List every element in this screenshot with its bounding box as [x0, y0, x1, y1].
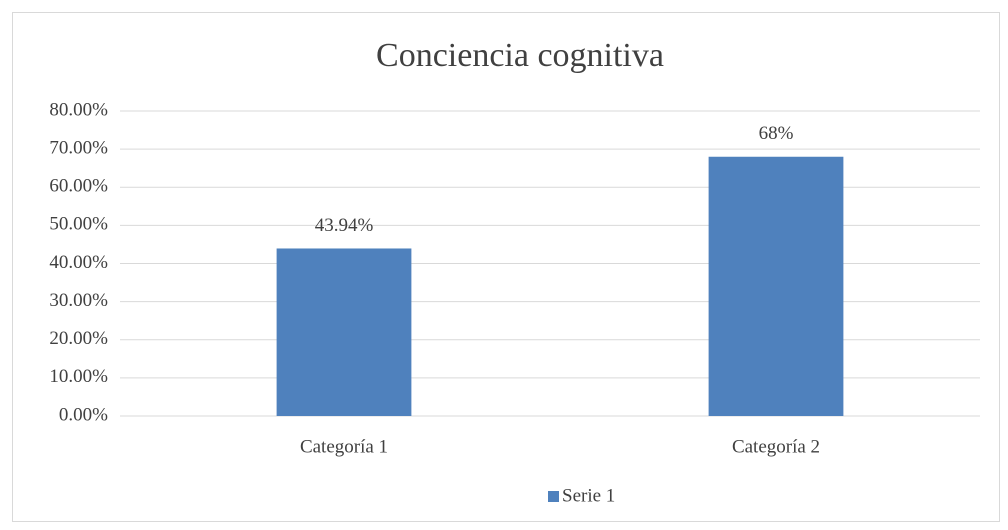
- y-tick-label: 40.00%: [49, 252, 108, 273]
- y-tick-label: 30.00%: [49, 290, 108, 311]
- y-tick-label: 80.00%: [49, 99, 108, 120]
- y-tick-label: 20.00%: [49, 328, 108, 349]
- y-tick-label: 70.00%: [49, 137, 108, 158]
- data-label: 43.94%: [315, 215, 374, 236]
- legend-label: Serie 1: [562, 485, 615, 506]
- legend-swatch: [548, 491, 559, 502]
- x-tick-label: Categoría 1: [300, 436, 388, 457]
- bar: [276, 248, 412, 416]
- chart-border: [12, 12, 1000, 522]
- y-tick-label: 60.00%: [49, 176, 108, 197]
- y-tick-label: 10.00%: [49, 366, 108, 387]
- y-tick-label: 50.00%: [49, 214, 108, 235]
- data-label: 68%: [759, 123, 794, 144]
- bar: [708, 156, 844, 416]
- x-tick-label: Categoría 2: [732, 436, 820, 457]
- chart-title: Conciencia cognitiva: [376, 37, 664, 74]
- y-tick-label: 0.00%: [59, 404, 108, 425]
